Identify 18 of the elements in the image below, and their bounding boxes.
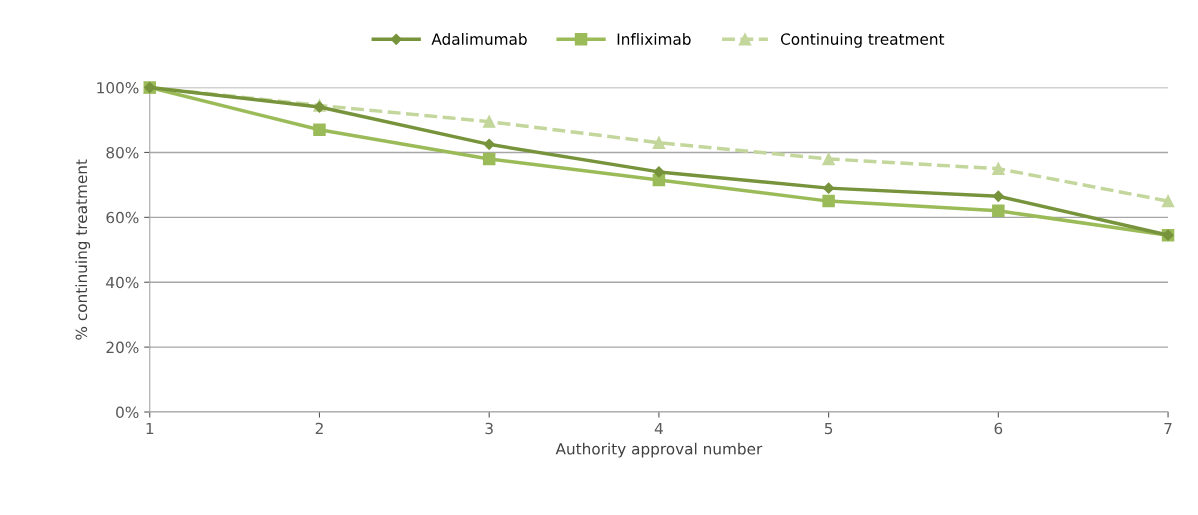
x-tick-label: 4 [654, 422, 663, 435]
y-tick-label: 60% [106, 211, 139, 224]
legend-label: Infliximab [617, 33, 691, 45]
y-tick-label: 20% [106, 341, 139, 354]
y-tick-label: 40% [106, 276, 139, 289]
x-tick-label: 2 [315, 422, 323, 435]
y-tick-label: 0% [116, 406, 139, 419]
legend-label: Continuing treatment [780, 33, 945, 48]
x-tick-label: 6 [994, 422, 1003, 435]
y-tick-label: 80% [106, 146, 139, 159]
x-axis-title: Authority approval number [555, 442, 763, 458]
y-axis-title: % continuing treatment [75, 159, 91, 340]
x-tick-label: 7 [1164, 422, 1172, 435]
x-tick-label: 3 [485, 422, 493, 435]
y-tick-label: 100% [97, 82, 139, 94]
legend-label: Adalimumab [431, 33, 527, 45]
x-tick-label: 5 [824, 422, 833, 435]
x-tick-label: 1 [146, 422, 154, 435]
